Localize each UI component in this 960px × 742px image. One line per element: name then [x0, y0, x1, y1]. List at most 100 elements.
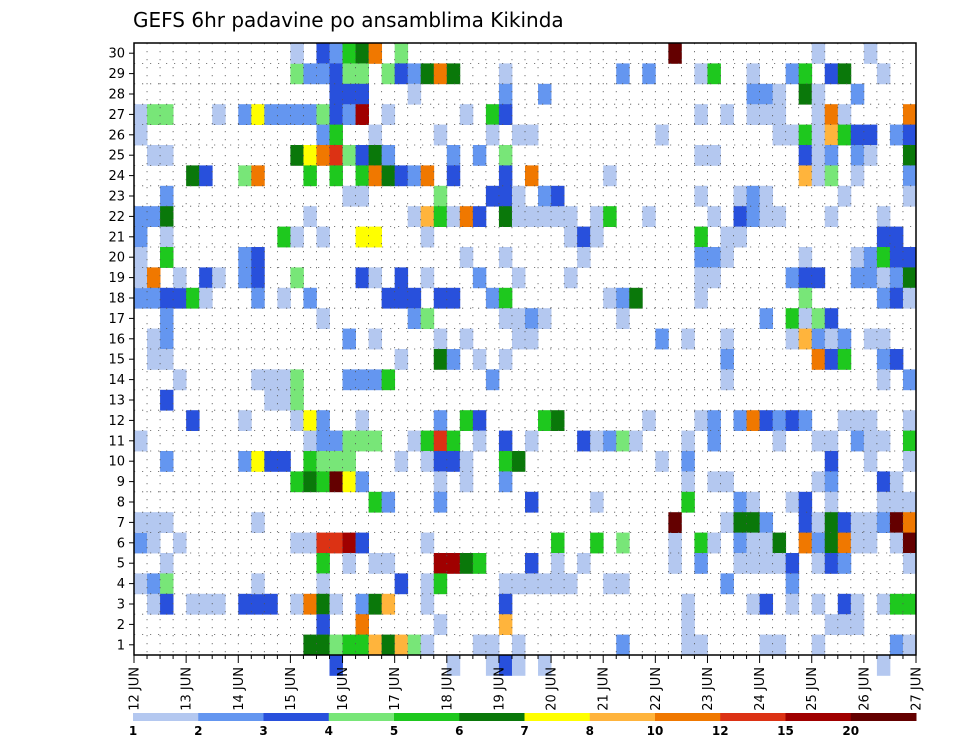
heatmap-cell	[616, 287, 630, 309]
heatmap-cell	[863, 43, 878, 64]
heatmap-cell	[251, 369, 265, 391]
heatmap-cell	[746, 553, 760, 574]
heatmap-cell	[655, 328, 669, 350]
heatmap-cell	[642, 206, 656, 227]
heatmap-cell	[264, 369, 278, 391]
heatmap-cell	[186, 410, 200, 431]
heatmap-cell	[511, 206, 526, 227]
y-tick-label: 5	[117, 557, 125, 572]
heatmap-cell	[329, 593, 343, 615]
heatmap-cell	[538, 573, 552, 595]
heatmap-cell	[342, 145, 356, 166]
heatmap-cell	[889, 349, 904, 370]
heatmap-cell	[446, 206, 461, 227]
heatmap-cell	[407, 287, 422, 309]
heatmap-cell	[160, 389, 174, 411]
heatmap-cell	[837, 63, 852, 85]
heatmap-cell	[655, 451, 669, 472]
heatmap-cell	[785, 573, 800, 595]
heatmap-cell	[824, 532, 839, 554]
heatmap-cell	[511, 634, 526, 656]
heatmap-cell	[525, 328, 539, 350]
heatmap-cell	[316, 634, 330, 656]
heatmap-cell	[876, 287, 891, 309]
heatmap-cell	[290, 226, 304, 248]
heatmap-cell	[498, 349, 513, 370]
heatmap-cell	[420, 573, 435, 595]
heatmap-cell	[303, 145, 317, 166]
heatmap-cell	[316, 614, 330, 635]
y-tick-label: 13	[108, 394, 125, 409]
heatmap-cell	[590, 532, 604, 554]
heatmap-cell	[420, 63, 435, 85]
heatmap-cell	[694, 226, 708, 248]
heatmap-cell	[251, 573, 265, 595]
heatmap-cell	[498, 287, 513, 309]
heatmap-cell	[303, 451, 317, 472]
heatmap-cell	[433, 206, 448, 227]
heatmap-cell	[407, 63, 422, 85]
heatmap-cell	[785, 124, 800, 146]
heatmap-cell	[316, 553, 330, 574]
heatmap-cell	[876, 471, 891, 493]
colorbar-label: 8	[586, 724, 594, 738]
heatmap-cell	[837, 185, 852, 207]
heatmap-cell	[564, 226, 578, 248]
heatmap-cell	[850, 267, 865, 289]
heatmap-cell	[811, 124, 826, 146]
heatmap-cell	[850, 614, 865, 635]
colorbar-label: 12	[712, 724, 729, 738]
heatmap-cell	[472, 145, 487, 166]
heatmap-cell	[433, 553, 448, 574]
heatmap-cell	[420, 308, 435, 329]
heatmap-cell	[329, 451, 343, 472]
heatmap-cell	[863, 328, 878, 350]
heatmap-cell	[681, 491, 695, 513]
heatmap-cell	[290, 389, 304, 411]
heatmap-cell	[564, 267, 578, 289]
heatmap-cell	[824, 124, 839, 146]
heatmap-cell	[577, 226, 591, 248]
heatmap-cell	[681, 451, 695, 472]
heatmap-cell	[902, 165, 917, 187]
heatmap-cell	[303, 287, 317, 309]
heatmap-cell	[433, 491, 448, 513]
heatmap-cell	[381, 634, 396, 656]
heatmap-cell	[707, 206, 721, 227]
heatmap-cell	[720, 247, 734, 268]
heatmap-cell	[316, 451, 330, 472]
y-tick-label: 17	[108, 312, 125, 327]
heatmap-cell	[824, 349, 839, 370]
heatmap-cell	[329, 471, 343, 493]
heatmap-cell	[238, 267, 252, 289]
heatmap-cell	[694, 145, 708, 166]
heatmap-cell	[212, 593, 226, 615]
heatmap-cell	[472, 634, 487, 656]
heatmap-cell	[837, 328, 852, 350]
heatmap-cell	[837, 593, 852, 615]
heatmap-cell	[459, 451, 474, 472]
heatmap-cell	[147, 328, 161, 350]
heatmap-cell	[538, 206, 552, 227]
heatmap-cell	[160, 328, 174, 350]
x-tick-label: 16 JUN	[336, 667, 351, 711]
heatmap-cell	[720, 573, 734, 595]
heatmap-cell	[355, 634, 369, 656]
heatmap-cell	[733, 491, 747, 513]
heatmap-cell	[876, 593, 891, 615]
heatmap-cell	[785, 553, 800, 574]
heatmap-cell	[694, 410, 708, 431]
heatmap-cell	[290, 532, 304, 554]
heatmap-cell	[707, 430, 721, 452]
heatmap-cell	[498, 573, 513, 595]
heatmap-cell	[863, 410, 878, 431]
heatmap-cell	[772, 124, 787, 146]
heatmap-cell	[498, 471, 513, 493]
colorbar-swatch	[524, 713, 591, 721]
heatmap-cell	[837, 614, 852, 635]
heatmap-cell	[251, 104, 265, 125]
heatmap-cell	[798, 308, 813, 329]
heatmap-cell	[525, 553, 539, 574]
heatmap-cell	[889, 267, 904, 289]
heatmap-cell	[316, 593, 330, 615]
